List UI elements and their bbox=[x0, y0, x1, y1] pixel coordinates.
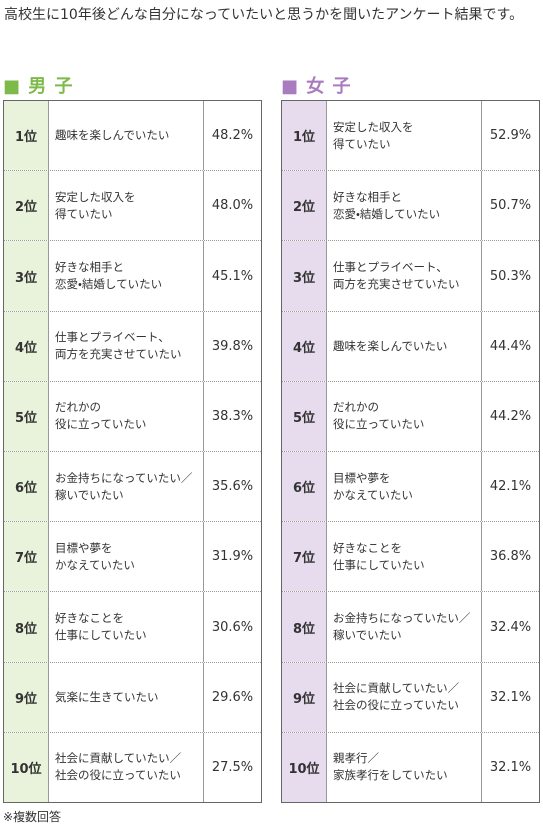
rank: 5位 bbox=[282, 381, 327, 452]
percentage: 32.1% bbox=[489, 759, 532, 775]
answer: 社会に貢献していたい／ 社会の役に立っていたい bbox=[327, 662, 482, 732]
table-heading: ■ 男 子 bbox=[3, 76, 74, 97]
rank: 8位 bbox=[4, 592, 49, 662]
rank: 9位 bbox=[282, 662, 327, 732]
table-row: 4位 仕事とプライベート、 両方を充実させていたい 39.8% bbox=[4, 310, 261, 381]
percentage: 48.0% bbox=[211, 198, 254, 214]
title: 高校生に10年後どんな自分になっていたいと思うかを聞いたアンケート結果です。 bbox=[4, 7, 524, 23]
answer: 親孝行／ 家族孝行をしていたい bbox=[327, 732, 482, 803]
table-row: 8位 好きなことを 仕事にしていたい 30.6% bbox=[4, 591, 261, 662]
rank: 10位 bbox=[4, 732, 49, 803]
percentage: 32.4% bbox=[489, 619, 532, 635]
answer: 社会に貢献していたい／ 社会の役に立っていたい bbox=[49, 732, 204, 803]
table-heading: ■ 女 子 bbox=[281, 76, 352, 97]
rank: 2位 bbox=[4, 171, 49, 241]
table-row: 5位 だれかの 役に立っていたい 38.3% bbox=[4, 380, 261, 452]
rank: 5位 bbox=[4, 381, 49, 452]
ranking-table: 1位 安定した収入を 得ていたい 52.9% 2位 好きな相手と 恋愛・結婚していたい 5… bbox=[281, 100, 540, 803]
answer: 好きな相手と 恋愛・結婚していたい bbox=[327, 171, 482, 241]
percentage: 27.5% bbox=[211, 759, 254, 775]
table-row: 9位 気楽に生きていたい 29.6% bbox=[4, 661, 261, 732]
answer: お金持ちになっていたい／ 稼いでいたい bbox=[327, 592, 482, 662]
percentage: 50.3% bbox=[489, 268, 532, 284]
percentage: 31.9% bbox=[211, 549, 254, 565]
rank: 9位 bbox=[4, 662, 49, 732]
rank: 2位 bbox=[282, 171, 327, 241]
percentage: 36.8% bbox=[489, 549, 532, 565]
percentage: 32.1% bbox=[489, 689, 532, 705]
answer: だれかの 役に立っていたい bbox=[327, 381, 482, 452]
rank: 6位 bbox=[282, 452, 327, 522]
table-row: 9位 社会に貢献していたい／ 社会の役に立っていたい 32.1% bbox=[282, 661, 539, 732]
answer: 目標や夢を かなえていたい bbox=[49, 522, 204, 592]
rank: 3位 bbox=[282, 241, 327, 311]
percentage: 39.8% bbox=[211, 338, 254, 354]
percentage: 45.1% bbox=[211, 268, 254, 284]
percentage: 50.7% bbox=[489, 198, 532, 214]
table-row: 7位 目標や夢を かなえていたい 31.9% bbox=[4, 521, 261, 592]
answer: お金持ちになっていたい／ 稼いでいたい bbox=[49, 452, 204, 522]
rank: 6位 bbox=[4, 452, 49, 522]
percentage: 30.6% bbox=[211, 619, 254, 635]
answer: 仕事とプライベート、 両方を充実させていたい bbox=[327, 241, 482, 311]
table-row: 1位 安定した収入を 得ていたい 52.9% bbox=[282, 101, 539, 171]
rank: 7位 bbox=[4, 522, 49, 592]
table-row: 1位 趣味を楽しんでいたい 48.2% bbox=[4, 101, 261, 171]
answer: 目標や夢を かなえていたい bbox=[327, 452, 482, 522]
percentage: 35.6% bbox=[211, 479, 254, 495]
table-row: 3位 好きな相手と 恋愛・結婚していたい 45.1% bbox=[4, 240, 261, 311]
table-row: 3位 仕事とプライベート、 両方を充実させていたい 50.3% bbox=[282, 240, 539, 311]
answer: 気楽に生きていたい bbox=[49, 662, 204, 732]
answer: 趣味を楽しんでいたい bbox=[49, 101, 204, 171]
rank: 7位 bbox=[282, 522, 327, 592]
answer: 好きなことを 仕事にしていたい bbox=[49, 592, 204, 662]
answer: 趣味を楽しんでいたい bbox=[327, 311, 482, 381]
answer: 安定した収入を 得ていたい bbox=[49, 171, 204, 241]
percentage: 52.9% bbox=[489, 128, 532, 144]
rank: 3位 bbox=[4, 241, 49, 311]
table-row: 2位 安定した収入を 得ていたい 48.0% bbox=[4, 170, 261, 241]
table-row: 10位 親孝行／ 家族孝行をしていたい 32.1% bbox=[282, 731, 539, 803]
table-row: 4位 趣味を楽しんでいたい 44.4% bbox=[282, 310, 539, 381]
table-row: 7位 好きなことを 仕事にしていたい 36.8% bbox=[282, 521, 539, 592]
rank: 1位 bbox=[4, 101, 49, 171]
table-row: 2位 好きな相手と 恋愛・結婚していたい 50.7% bbox=[282, 170, 539, 241]
table-row: 5位 だれかの 役に立っていたい 44.2% bbox=[282, 380, 539, 452]
percentage: 44.2% bbox=[489, 408, 532, 424]
answer: 安定した収入を 得ていたい bbox=[327, 101, 482, 171]
answer: だれかの 役に立っていたい bbox=[49, 381, 204, 452]
rank: 4位 bbox=[282, 311, 327, 381]
table-row: 6位 目標や夢を かなえていたい 42.1% bbox=[282, 451, 539, 522]
table-row: 8位 お金持ちになっていたい／ 稼いでいたい 32.4% bbox=[282, 591, 539, 662]
rank: 1位 bbox=[282, 101, 327, 171]
table-row: 10位 社会に貢献していたい／ 社会の役に立っていたい 27.5% bbox=[4, 731, 261, 803]
answer: 仕事とプライベート、 両方を充実させていたい bbox=[49, 311, 204, 381]
rank: 10位 bbox=[282, 732, 327, 803]
table-row: 6位 お金持ちになっていたい／ 稼いでいたい 35.6% bbox=[4, 451, 261, 522]
ranking-table: 1位 趣味を楽しんでいたい 48.2% 2位 安定した収入を 得ていたい 48.0% 3位好… bbox=[3, 100, 262, 803]
percentage: 29.6% bbox=[211, 689, 254, 705]
percentage: 38.3% bbox=[211, 408, 254, 424]
percentage: 44.4% bbox=[489, 338, 532, 354]
answer: 好きな相手と 恋愛・結婚していたい bbox=[49, 241, 204, 311]
rank: 8位 bbox=[282, 592, 327, 662]
percentage: 42.1% bbox=[489, 479, 532, 495]
answer: 好きなことを 仕事にしていたい bbox=[327, 522, 482, 592]
rank: 4位 bbox=[4, 311, 49, 381]
footnote: ※複数回答 bbox=[3, 810, 62, 824]
percentage: 48.2% bbox=[211, 128, 254, 144]
